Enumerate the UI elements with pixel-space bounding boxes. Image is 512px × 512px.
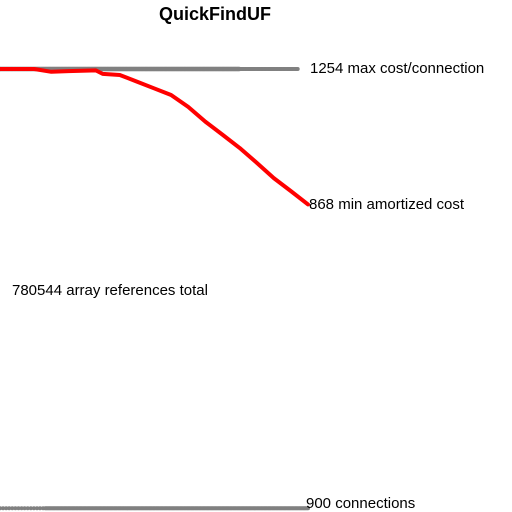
chart-title: QuickFindUF [159,4,271,24]
cost-point [10,506,15,511]
cost-point [38,506,42,511]
amortized-cost-line [0,67,310,207]
cost-point [4,506,9,511]
cost-point [22,506,27,511]
cost-point [31,506,36,511]
total-references-label: 780544 array references total [12,282,208,299]
cost-point [1,506,6,511]
cost-point [306,506,310,511]
cost-point [19,506,24,511]
min-amortized-label: 868 min amortized cost [309,196,465,213]
cost-point [28,506,33,511]
cost-point [25,506,30,511]
cost-point [7,506,12,511]
max-cost-label: 1254 max cost/connection [310,60,484,77]
cost-point [13,506,18,511]
connections-label: 900 connections [306,495,415,512]
cost-point [35,506,39,511]
cost-point [16,506,21,511]
cost-point [295,67,300,71]
